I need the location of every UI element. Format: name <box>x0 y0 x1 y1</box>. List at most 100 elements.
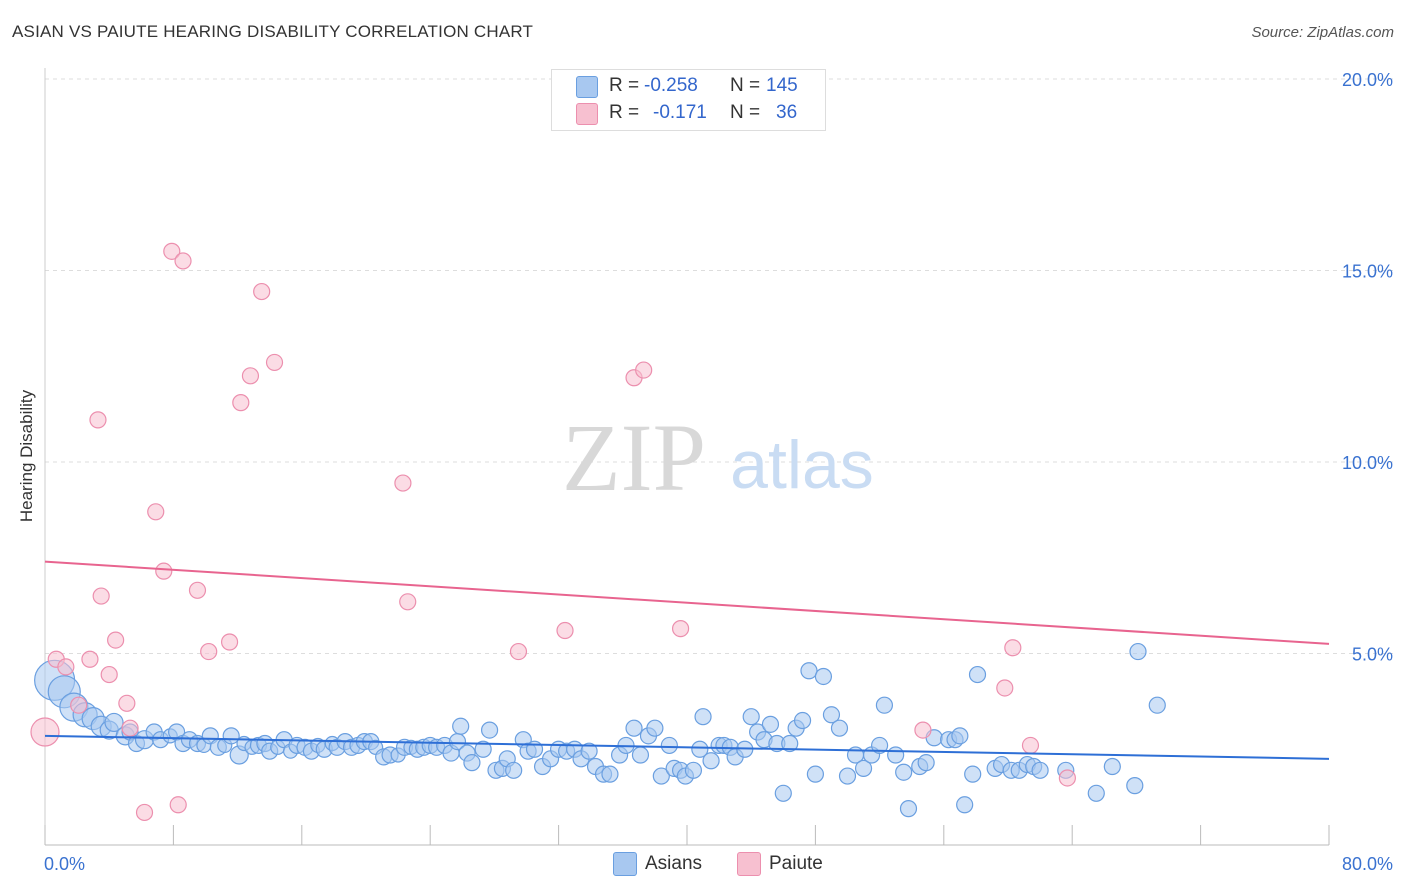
tick-labels: 5.0% 10.0% 15.0% 20.0% 0.0% 80.0% <box>44 70 1393 874</box>
paiute-point <box>174 252 192 270</box>
paiute-swatch <box>576 103 598 125</box>
asians-point <box>1129 642 1147 661</box>
paiute-point <box>232 394 250 412</box>
trend-lines <box>44 560 1330 760</box>
paiute-point <box>394 474 412 492</box>
watermark: ZIP atlas <box>562 404 874 511</box>
paiute-point <box>241 367 260 385</box>
source-label: Source: ZipAtlas.com <box>1251 24 1394 41</box>
asians-point <box>1103 757 1121 776</box>
paiute-point <box>163 242 181 260</box>
asians-point <box>968 665 987 684</box>
paiute-legend-label: Paiute <box>769 853 823 874</box>
x-tick-label: 0.0% <box>44 854 85 874</box>
asians-point <box>800 662 818 680</box>
asians-point <box>781 734 799 753</box>
asians-point <box>895 763 913 781</box>
paiute-point <box>121 719 139 737</box>
asians-legend-label: Asians <box>645 853 703 874</box>
asians-point <box>964 765 982 783</box>
paiute-point <box>188 581 207 599</box>
n-value: 145 <box>766 75 798 96</box>
asians-point <box>702 752 720 770</box>
y-tick-label: 15.0% <box>1342 262 1393 282</box>
asians-point <box>694 708 712 726</box>
asians-point <box>646 719 664 737</box>
paiute-point <box>265 353 284 372</box>
asians-point <box>463 754 481 772</box>
paiute-point <box>200 642 218 661</box>
n-label: N = <box>730 102 761 123</box>
watermark-zip: ZIP <box>562 404 706 511</box>
asians-point <box>951 727 969 745</box>
asians-point <box>887 746 905 764</box>
chart-title: ASIAN VS PAIUTE HEARING DISABILITY CORRE… <box>12 22 534 41</box>
series-asians <box>34 642 1166 818</box>
asians-point <box>774 784 792 802</box>
paiute-point <box>253 282 271 301</box>
asians-point <box>822 706 841 724</box>
axes <box>44 68 1330 846</box>
paiute-point <box>1004 639 1022 657</box>
asians-point <box>580 742 598 760</box>
x-tick-label: 80.0% <box>1342 854 1393 874</box>
asians-point <box>691 740 709 758</box>
asians-point <box>480 721 499 739</box>
r-value: -0.258 <box>644 75 698 96</box>
asians-point <box>742 708 760 726</box>
paiute-point <box>556 621 574 640</box>
asians-point <box>1031 761 1049 779</box>
series-paiute <box>30 242 1076 822</box>
paiute-point <box>399 593 417 611</box>
asians-point <box>1126 777 1144 795</box>
paiute-point <box>635 361 653 379</box>
paiute-point <box>107 631 125 649</box>
n-value: 36 <box>776 102 798 123</box>
paiute-point <box>92 587 110 605</box>
paiute-point <box>220 633 239 651</box>
paiute-point <box>996 679 1014 697</box>
asians-point <box>854 759 873 778</box>
asians-point <box>660 736 678 755</box>
asians-point <box>625 719 643 737</box>
grid-lines <box>45 78 1395 654</box>
y-axis-label: Hearing Disability <box>17 389 36 523</box>
paiute-point <box>70 696 88 714</box>
asians-point <box>917 754 935 772</box>
asians-point <box>452 717 470 735</box>
paiute-point <box>671 620 690 638</box>
paiute-legend-swatch <box>737 852 761 876</box>
asians-point <box>830 719 849 737</box>
y-tick-label: 5.0% <box>1352 645 1393 665</box>
asians-point <box>684 761 703 779</box>
r-label: R = <box>609 102 640 123</box>
paiute-point <box>30 717 60 747</box>
paiute-trend-line <box>44 560 1330 645</box>
asians-point <box>631 746 650 764</box>
y-tick-label: 20.0% <box>1342 70 1393 90</box>
paiute-point <box>135 803 154 822</box>
r-value: -0.171 <box>653 102 707 123</box>
asians-point <box>875 696 894 714</box>
asians-point <box>870 736 889 755</box>
asians-point <box>899 800 918 818</box>
paiute-point <box>89 411 107 429</box>
y-tick-label: 10.0% <box>1342 453 1393 473</box>
paiute-point <box>1021 736 1040 755</box>
paiute-point <box>100 665 118 684</box>
asians-point <box>104 712 124 733</box>
asians-point <box>652 767 670 785</box>
asians-point <box>1148 696 1166 714</box>
paiute-point <box>147 503 165 521</box>
paiute-point <box>57 658 75 676</box>
paiute-point <box>155 562 173 580</box>
asians-swatch <box>576 76 598 98</box>
paiute-point <box>118 694 136 712</box>
paiute-point <box>914 721 932 739</box>
paiute-point <box>509 642 528 661</box>
paiute-point <box>169 796 187 814</box>
r-label: R = <box>609 75 640 96</box>
asians-point <box>814 667 833 686</box>
watermark-atlas: atlas <box>730 427 874 503</box>
